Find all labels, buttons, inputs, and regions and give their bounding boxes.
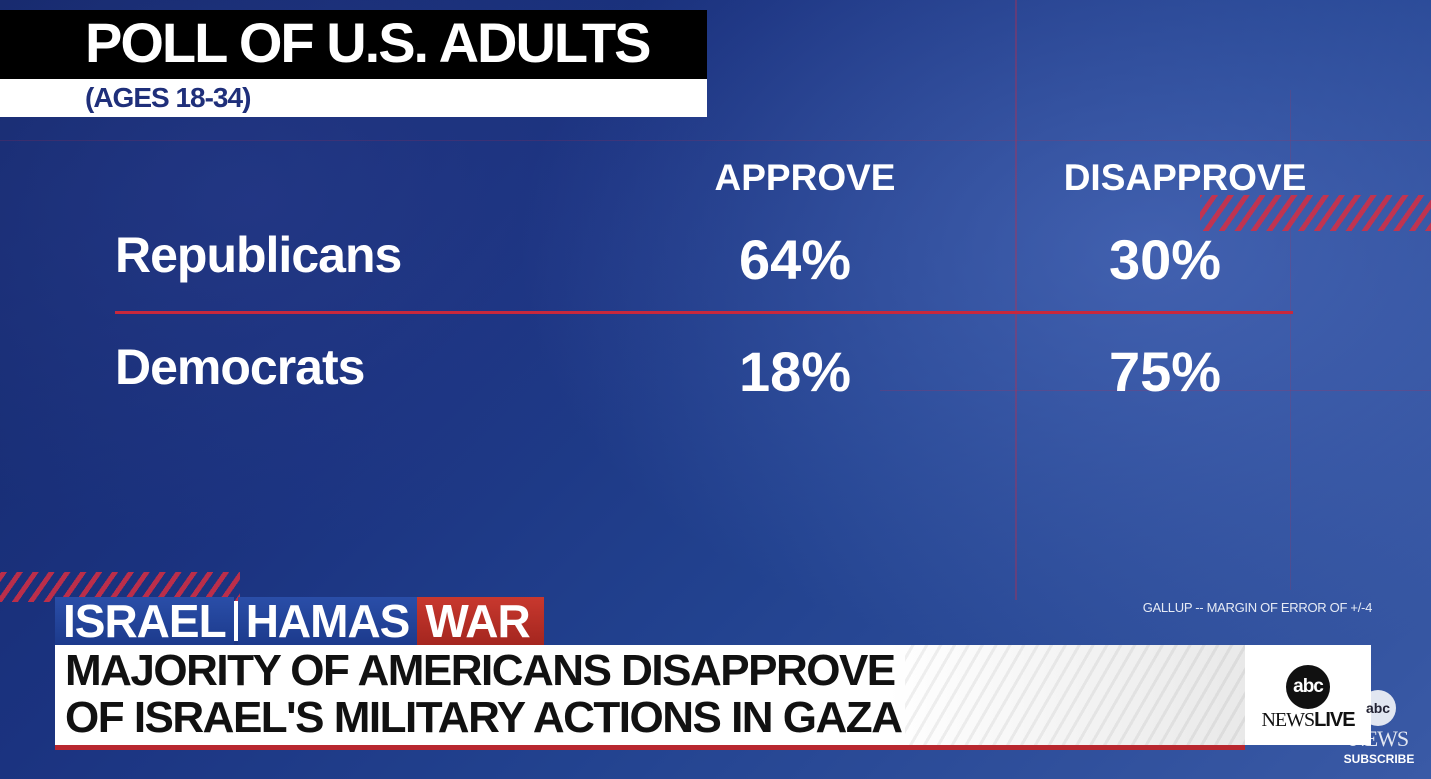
poll-title: POLL OF U.S. ADULTS (85, 11, 652, 74)
headline-line-2: OF ISRAEL'S MILITARY ACTIONS IN GAZA (65, 693, 903, 742)
column-header-approve: APPROVE (714, 157, 896, 198)
column-header-disapprove: DISAPPROVE (1063, 157, 1307, 198)
row-divider (115, 311, 1293, 314)
subscribe-button[interactable]: SUBSCRIBE (1343, 752, 1415, 766)
headline-accent-bar (55, 745, 1245, 750)
story-tag-separator (233, 601, 238, 641)
story-tag-hamas: HAMAS (237, 597, 418, 645)
subscribe-abc-icon[interactable]: abc (1360, 690, 1396, 726)
story-tag-israel: ISRAEL (55, 597, 234, 645)
title-background (0, 10, 707, 80)
cell-republicans-disapprove: 30% (1108, 228, 1222, 291)
cell-republicans-approve: 64% (738, 228, 852, 291)
story-tag-war: WAR (417, 597, 544, 645)
grid-line (880, 390, 1431, 391)
source-note: GALLUP -- MARGIN OF ERROR OF +/-4 (1142, 600, 1373, 615)
logo-wordmark-live: LIVE (1314, 709, 1355, 731)
abc-news-live-logo: abc NEWSLIVE (1245, 645, 1371, 745)
headline-line-1: MAJORITY OF AMERICANS DISAPPROVE (65, 646, 896, 695)
grid-line (1015, 0, 1017, 600)
cell-democrats-approve: 18% (738, 340, 852, 403)
headline-banner: MAJORITY OF AMERICANS DISAPPROVE OF ISRA… (55, 645, 1245, 745)
abc-logo-icon: abc (1286, 665, 1330, 709)
story-tag: ISRAEL HAMAS WAR (55, 597, 544, 645)
logo-wordmark: NEWSLIVE (1245, 709, 1371, 732)
subscribe-news-wordmark[interactable]: NEWS (1349, 726, 1409, 751)
grid-line (0, 140, 1431, 141)
grid-line (1290, 90, 1291, 590)
row-label-republicans: Republicans (115, 227, 402, 283)
subtitle-background (0, 79, 707, 117)
poll-subtitle: (AGES 18-34) (85, 82, 251, 113)
hatch-decoration (1200, 195, 1431, 231)
cell-democrats-disapprove: 75% (1108, 340, 1222, 403)
row-label-democrats: Democrats (115, 339, 365, 395)
logo-wordmark-news: NEWS (1261, 709, 1315, 731)
